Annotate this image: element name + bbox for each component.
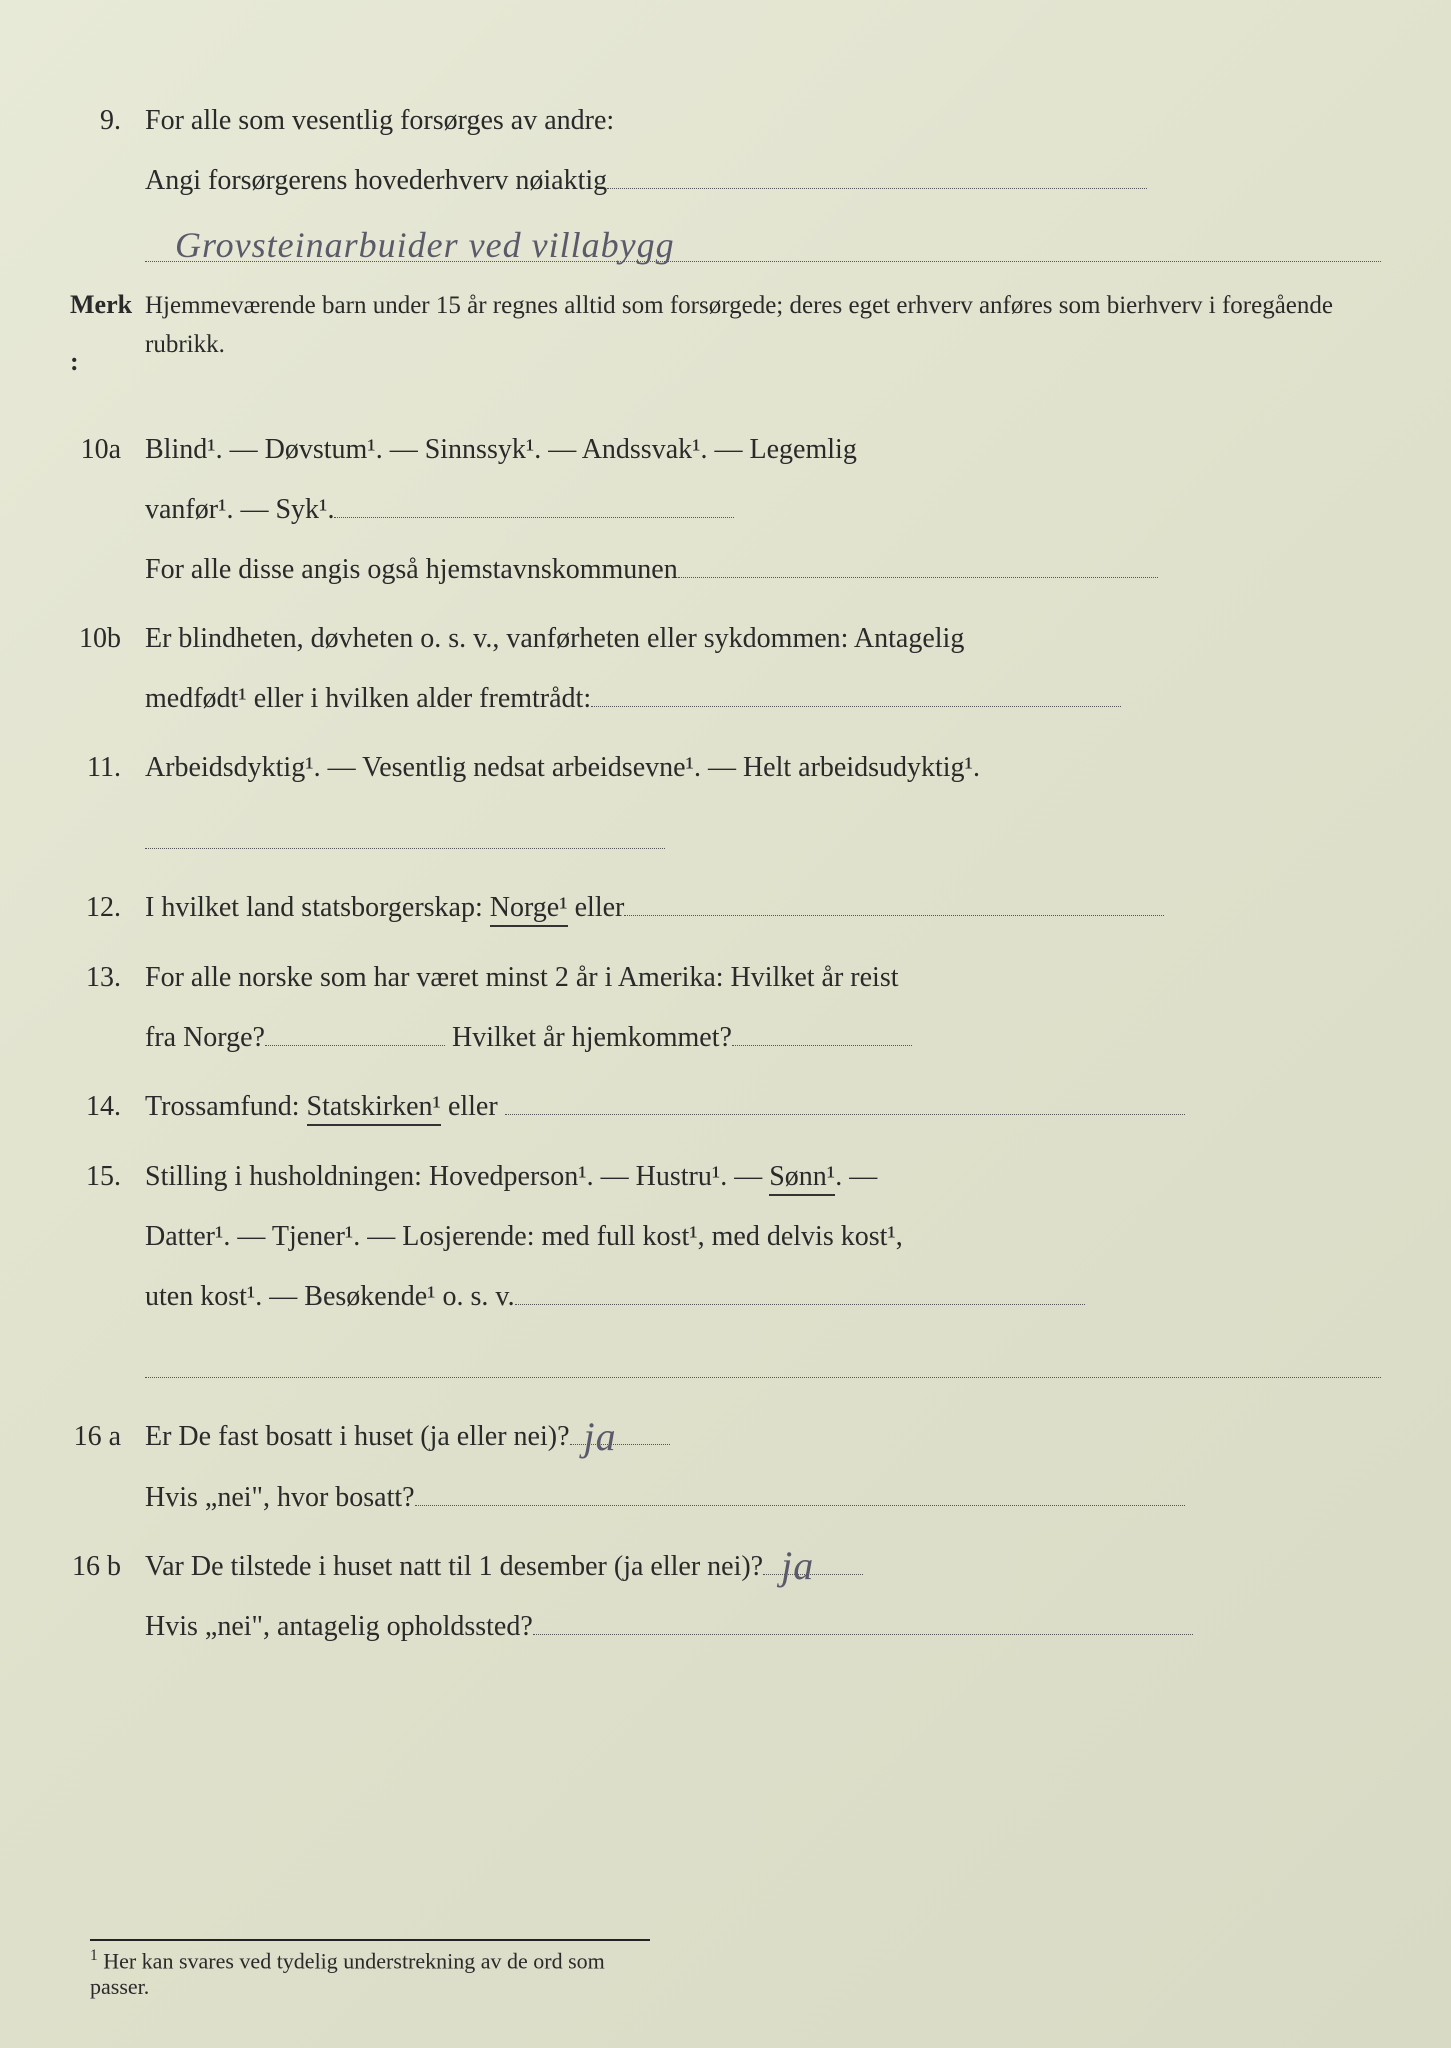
merk-note: Merk : Hjemmeværende barn under 15 år re… (70, 276, 1381, 390)
question-14: 14. Trossamfund: Statskirken¹ eller (70, 1076, 1381, 1138)
q14-suffix: eller (441, 1091, 505, 1122)
q9-blank-1[interactable] (607, 156, 1147, 190)
q9-number: 9. (70, 90, 145, 152)
q16b-content: Var De tilstede i huset natt til 1 desem… (145, 1537, 1381, 1657)
q10b-content: Er blindheten, døvheten o. s. v., vanfør… (145, 609, 1381, 729)
q12-number: 12. (70, 877, 145, 939)
q15-blank-1[interactable] (515, 1272, 1085, 1306)
question-13: 13. For alle norske som har været minst … (70, 947, 1381, 1068)
q15-underlined: Sønn¹ (769, 1161, 835, 1196)
q15-content: Stilling i husholdningen: Hovedperson¹. … (145, 1147, 1381, 1378)
q12-suffix: eller (568, 892, 625, 923)
q16a-number: 16 a (70, 1406, 145, 1468)
q10b-line1: Er blindheten, døvheten o. s. v., vanfør… (145, 623, 964, 654)
q16b-blank-1[interactable]: ja (763, 1541, 863, 1575)
q15-line3: uten kost¹. — Besøkende¹ o. s. v. (145, 1281, 515, 1312)
q13-line2a: fra Norge? (145, 1022, 265, 1053)
q13-blank-2[interactable] (732, 1013, 912, 1047)
merk-label: Merk : (70, 276, 145, 390)
q16a-content: Er De fast bosatt i huset (ja eller nei)… (145, 1407, 1381, 1527)
q10a-line1-cont: vanfør¹. — Syk¹. (145, 494, 334, 525)
q10b-blank[interactable] (591, 674, 1121, 708)
merk-text: Hjemmeværende barn under 15 år regnes al… (145, 287, 1381, 365)
q15-line1b: . — (835, 1161, 877, 1192)
question-15: 15. Stilling i husholdningen: Hovedperso… (70, 1146, 1381, 1378)
q16a-blank-2[interactable] (415, 1472, 1185, 1506)
q9-line1: For alle som vesentlig forsørges av andr… (145, 105, 614, 136)
q16b-line1: Var De tilstede i huset natt til 1 desem… (145, 1551, 763, 1582)
q11-blank[interactable] (145, 805, 665, 850)
q10a-number: 10a (70, 419, 145, 481)
q13-line2b: Hvilket år hjemkommet? (445, 1022, 732, 1053)
q12-blank[interactable] (624, 883, 1164, 917)
q16b-number: 16 b (70, 1536, 145, 1598)
q16b-blank-2[interactable] (533, 1601, 1193, 1635)
q13-content: For alle norske som har været minst 2 år… (145, 948, 1381, 1068)
q10b-number: 10b (70, 608, 145, 670)
q15-line1a: Stilling i husholdningen: Hovedperson¹. … (145, 1161, 769, 1192)
q14-blank[interactable] (505, 1082, 1185, 1116)
q15-number: 15. (70, 1146, 145, 1208)
q10a-blank-2[interactable] (678, 544, 1158, 578)
q11-content: Arbeidsdyktig¹. — Vesentlig nedsat arbei… (145, 738, 1381, 849)
question-10a: 10a Blind¹. — Døvstum¹. — Sinnssyk¹. — A… (70, 419, 1381, 601)
q10b-line2: medfødt¹ eller i hvilken alder fremtrådt… (145, 683, 591, 714)
q16b-hand: ja (781, 1523, 814, 1609)
q16a-line1: Er De fast bosatt i huset (ja eller nei)… (145, 1421, 570, 1452)
q12-prefix: I hvilket land statsborgerskap: (145, 892, 490, 923)
q9-line2-prefix: Angi forsørgerens hovederhverv nøiaktig (145, 165, 607, 196)
question-11: 11. Arbeidsdyktig¹. — Vesentlig nedsat a… (70, 737, 1381, 849)
q9-handwritten-answer: Grovsteinarbuider ved villabygg (175, 207, 675, 284)
q12-content: I hvilket land statsborgerskap: Norge¹ e… (145, 878, 1381, 938)
q11-number: 11. (70, 737, 145, 799)
q13-line1: For alle norske som har været minst 2 år… (145, 962, 899, 993)
question-16b: 16 b Var De tilstede i huset natt til 1 … (70, 1536, 1381, 1657)
footnote-text: Her kan svares ved tydelig understreknin… (90, 1948, 605, 1999)
q13-number: 13. (70, 947, 145, 1009)
q16a-hand: ja (584, 1394, 617, 1480)
question-9: 9. For alle som vesentlig forsørges av a… (70, 90, 1381, 262)
q13-blank-1[interactable] (265, 1013, 445, 1047)
q9-blank-2[interactable]: Grovsteinarbuider ved villabygg (145, 217, 1381, 262)
q14-underlined: Statskirken¹ (307, 1091, 441, 1126)
footnote: 1 Her kan svares ved tydelig understrekn… (90, 1939, 650, 2000)
q16a-blank-1[interactable]: ja (570, 1412, 670, 1446)
q14-number: 14. (70, 1076, 145, 1138)
q15-line2: Datter¹. — Tjener¹. — Losjerende: med fu… (145, 1221, 903, 1252)
q16b-line2: Hvis „nei", antagelig opholdssted? (145, 1611, 533, 1642)
q14-prefix: Trossamfund: (145, 1091, 307, 1122)
q10a-line2: For alle disse angis også hjemstavnskomm… (145, 554, 678, 585)
footnote-marker: 1 (90, 1947, 98, 1964)
q16a-line2: Hvis „nei", hvor bosatt? (145, 1482, 415, 1513)
q11-text: Arbeidsdyktig¹. — Vesentlig nedsat arbei… (145, 752, 980, 783)
q15-blank-2[interactable] (145, 1334, 1381, 1379)
q14-content: Trossamfund: Statskirken¹ eller (145, 1077, 1381, 1137)
q10a-blank-1[interactable] (334, 484, 734, 518)
q9-content: For alle som vesentlig forsørges av andr… (145, 91, 1381, 262)
question-10b: 10b Er blindheten, døvheten o. s. v., va… (70, 608, 1381, 729)
question-16a: 16 a Er De fast bosatt i huset (ja eller… (70, 1406, 1381, 1527)
question-12: 12. I hvilket land statsborgerskap: Norg… (70, 877, 1381, 939)
q10a-content: Blind¹. — Døvstum¹. — Sinnssyk¹. — Andss… (145, 420, 1381, 601)
census-form-page: 9. For alle som vesentlig forsørges av a… (0, 0, 1451, 2048)
q10a-line1: Blind¹. — Døvstum¹. — Sinnssyk¹. — Andss… (145, 434, 857, 465)
q12-underlined: Norge¹ (490, 892, 568, 927)
